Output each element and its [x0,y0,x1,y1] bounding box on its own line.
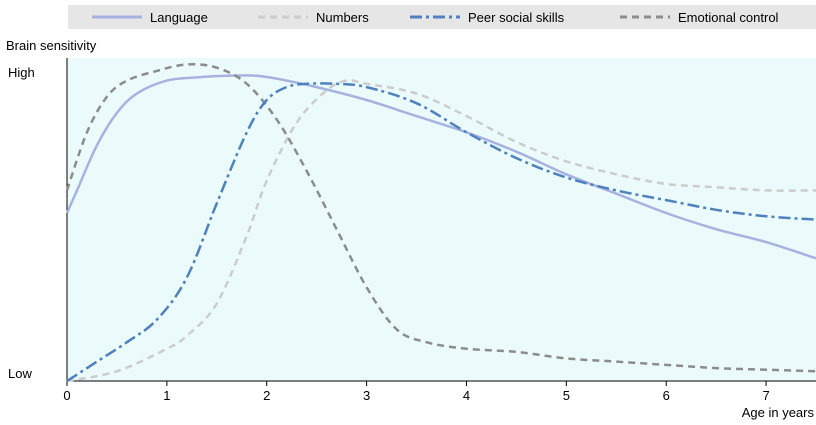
legend-swatch-numbers [258,15,308,19]
legend-item-numbers: Numbers [258,5,369,29]
x-tick-label: 6 [663,388,670,403]
series-line-language [65,74,816,260]
legend-item-language: Language [92,5,208,29]
series-line-numbers [66,79,816,383]
legend-item-peer-social-skills: Peer social skills [410,5,564,29]
y-axis-label: Brain sensitivity [6,38,97,53]
y-tick-low: Low [8,366,32,381]
legend-label-emotional-control: Emotional control [678,9,779,25]
legend-label-numbers: Numbers [316,9,369,25]
x-tick-label: 1 [163,388,170,403]
plot-background [67,58,816,381]
x-tick-label: 5 [563,388,570,403]
legend-swatch-emotional-control [620,15,670,19]
legend-swatch-language [92,15,142,19]
x-tick-label: 4 [463,388,470,403]
x-tick-label: 7 [762,388,769,403]
legend-item-emotional-control: Emotional control [620,5,778,29]
series-line-peer-social-skills [66,82,816,383]
x-tick-label: 3 [363,388,370,403]
x-tick-label: 2 [263,388,270,403]
x-axis-label: Age in years [741,405,814,420]
legend: Language Numbers Peer social skills Emot… [68,5,816,29]
legend-label-language: Language [150,9,208,25]
series-line-emotional-control [65,63,816,373]
x-tick-label: 0 [63,388,70,403]
legend-label-peer-social-skills: Peer social skills [468,9,565,25]
y-tick-high: High [8,65,35,80]
legend-swatch-peer-social-skills [410,15,460,19]
